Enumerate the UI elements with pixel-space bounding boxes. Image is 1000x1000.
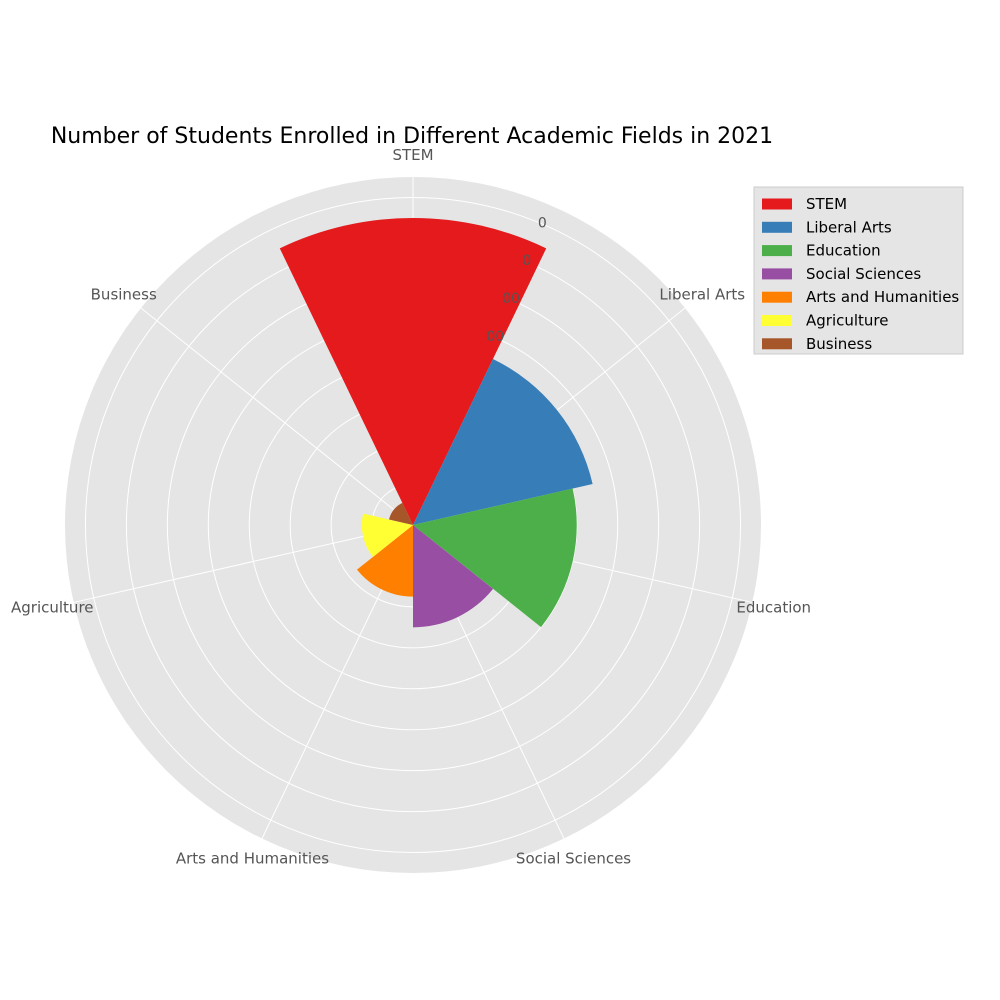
bar-social-sciences — [413, 525, 494, 628]
category-label: Agriculture — [11, 598, 94, 616]
radial-tick-label: 00 — [502, 291, 520, 307]
category-label: Liberal Arts — [659, 285, 745, 303]
bar-business — [389, 502, 413, 525]
legend-swatch — [762, 245, 792, 257]
legend-entry: Education — [806, 242, 881, 260]
bar-liberal-arts — [413, 359, 593, 525]
legend-entry: Business — [806, 335, 872, 353]
category-label: Social Sciences — [516, 849, 631, 867]
category-label: Arts and Humanities — [176, 849, 329, 867]
grid-spoke-6 — [140, 307, 414, 526]
category-label: STEM — [392, 146, 433, 164]
bar-agriculture — [361, 513, 413, 557]
legend-entry: Liberal Arts — [806, 218, 892, 236]
category-label: Education — [736, 598, 811, 616]
legend-swatch — [762, 315, 792, 326]
legend-swatch — [762, 291, 792, 303]
chart-title: Number of Students Enrolled in Different… — [51, 124, 773, 149]
legend-swatch — [762, 221, 792, 233]
legend-swatch — [762, 198, 792, 210]
category-label: Business — [91, 285, 157, 303]
legend-entry: Agriculture — [806, 312, 889, 330]
bar-education — [413, 488, 577, 628]
legend-swatch — [762, 338, 792, 350]
category-labels: STEM Liberal Arts Education Social Sciences… — [11, 146, 811, 867]
legend-entry: Arts and Humanities — [806, 288, 959, 306]
radial-tick-label: 00 — [486, 329, 504, 345]
radial-tick-label: 0 — [538, 215, 547, 231]
bar-group — [279, 217, 593, 628]
radial-tick-label: 0 — [522, 253, 531, 269]
legend-entry: Social Sciences — [806, 265, 921, 283]
grid-spoke-5 — [73, 524, 414, 603]
bar-stem — [279, 217, 547, 525]
legend: STEM Liberal Arts Education Social Sciences… — [753, 186, 964, 355]
legend-swatch — [762, 268, 792, 280]
bar-arts-and-humanities — [356, 525, 413, 597]
legend-entry: STEM — [806, 195, 847, 213]
